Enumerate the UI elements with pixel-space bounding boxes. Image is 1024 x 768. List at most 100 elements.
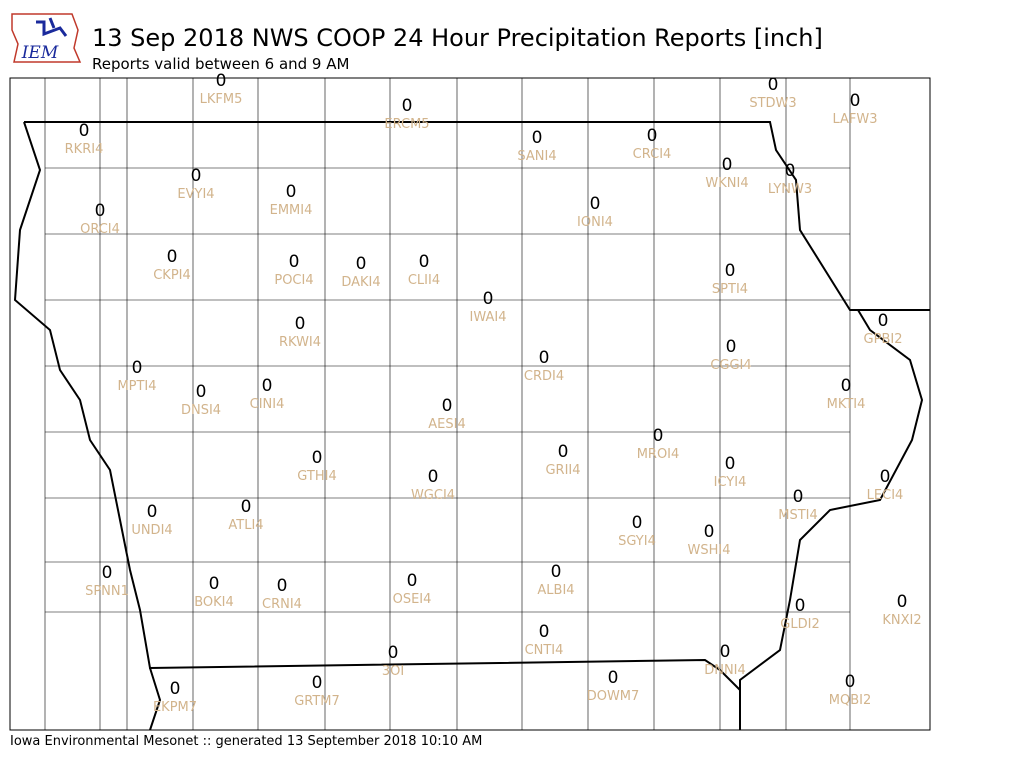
station-id: EMMI4 [270, 203, 313, 218]
station-value: 0 [725, 261, 736, 281]
station-id: 3OI [382, 664, 404, 679]
station-id: LKFM5 [200, 92, 243, 107]
station-id: EVYI4 [177, 187, 214, 202]
station-id: GRII4 [545, 463, 580, 478]
station-id: DOWM7 [587, 689, 640, 704]
station-value: 0 [590, 194, 601, 214]
station-id: MSTI4 [778, 508, 818, 523]
station-id: WGCI4 [411, 488, 455, 503]
station-id: WSHI4 [688, 543, 731, 558]
station-id: LECI4 [867, 488, 904, 503]
station-id: KNXI2 [882, 613, 921, 628]
station-id: IWAI4 [470, 310, 507, 325]
station-id: GLDI2 [780, 617, 819, 632]
station-id: CGGI4 [710, 358, 751, 373]
station-id: ERCM5 [384, 117, 429, 132]
station-id: CRNI4 [262, 597, 302, 612]
station-id: DAKI4 [341, 275, 380, 290]
station-value: 0 [539, 348, 550, 368]
station-id: CKPI4 [153, 268, 191, 283]
subtitle: Reports valid between 6 and 9 AM [92, 55, 349, 73]
logo-outline [11, 13, 82, 63]
station-value: 0 [532, 128, 543, 148]
station-value: 0 [312, 448, 323, 468]
station-value: 0 [170, 679, 181, 699]
map-frame [9, 77, 931, 731]
station-value: 0 [262, 376, 273, 396]
station-value: 0 [793, 487, 804, 507]
station-value: 0 [241, 497, 252, 517]
station-value: 0 [897, 592, 908, 612]
station-id: EKPM7 [153, 700, 197, 715]
station-value: 0 [725, 454, 736, 474]
station-value: 0 [132, 358, 143, 378]
station-value: 0 [356, 254, 367, 274]
station-id: CLII4 [408, 273, 440, 288]
station-value: 0 [551, 562, 562, 582]
station-id: ICYI4 [714, 475, 747, 490]
station-id: CNTI4 [525, 643, 564, 658]
station-value: 0 [850, 91, 861, 111]
station-id: RKWI4 [279, 335, 321, 350]
station-value: 0 [647, 126, 658, 146]
logo: IEM [11, 13, 82, 63]
state-border [149, 667, 162, 731]
station-id: GRTM7 [294, 694, 340, 709]
station-value: 0 [483, 289, 494, 309]
station-value: 0 [845, 672, 856, 692]
station-id: CINI4 [250, 397, 285, 412]
station-value: 0 [608, 668, 619, 688]
station-value: 0 [419, 252, 430, 272]
footer: Iowa Environmental Mesonet :: generated … [10, 734, 482, 749]
station-value: 0 [653, 426, 664, 446]
station-value: 0 [880, 467, 891, 487]
station-id: CRDI4 [524, 369, 564, 384]
station-value: 0 [191, 166, 202, 186]
station-id: LYNW3 [768, 182, 812, 197]
station-id: IONI4 [577, 215, 613, 230]
station-value: 0 [167, 247, 178, 267]
station-value: 0 [841, 376, 852, 396]
state-border [24, 121, 930, 730]
station-value: 0 [726, 337, 737, 357]
station-value: 0 [428, 467, 439, 487]
station-value: 0 [442, 396, 453, 416]
station-id: OSEI4 [393, 592, 432, 607]
station-id: ORCI4 [80, 222, 120, 237]
station-value: 0 [95, 201, 106, 221]
title: 13 Sep 2018 NWS COOP 24 Hour Precipitati… [92, 24, 823, 52]
station-id: SANI4 [517, 149, 556, 164]
station-id: ATLI4 [228, 518, 263, 533]
station-value: 0 [632, 513, 643, 533]
station-value: 0 [795, 596, 806, 616]
station-id: DNNI4 [704, 663, 746, 678]
station-id: BOKI4 [194, 595, 234, 610]
station-value: 0 [402, 96, 413, 116]
station-id: DNSI4 [181, 403, 221, 418]
station-value: 0 [209, 574, 220, 594]
station-value: 0 [704, 522, 715, 542]
station-value: 0 [785, 161, 796, 181]
station-value: 0 [388, 643, 399, 663]
logo-text: IEM [21, 43, 59, 63]
station-value: 0 [196, 382, 207, 402]
station-value: 0 [539, 622, 550, 642]
station-value: 0 [102, 563, 113, 583]
station-id: UNDI4 [131, 523, 172, 538]
station-id: MQBI2 [829, 693, 871, 708]
station-id: SPNN1 [85, 584, 129, 599]
station-id: LAFW3 [832, 112, 877, 127]
station-value: 0 [216, 71, 227, 91]
county-lines [44, 78, 851, 730]
station-id: WKNI4 [705, 176, 748, 191]
station-value: 0 [722, 155, 733, 175]
station-id: POCI4 [274, 273, 313, 288]
station-id: SPTI4 [712, 282, 748, 297]
state-border [13, 121, 741, 691]
station-value: 0 [277, 576, 288, 596]
station-id: STDW3 [749, 96, 796, 111]
station-value: 0 [295, 314, 306, 334]
station-id: MPTI4 [117, 379, 156, 394]
